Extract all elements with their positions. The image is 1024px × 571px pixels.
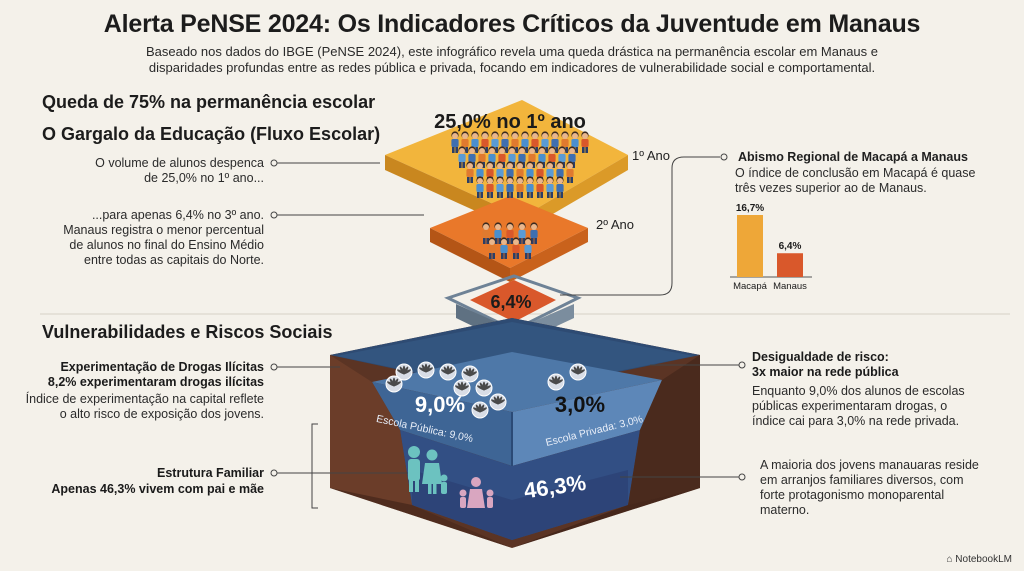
leaf-badge-icon xyxy=(395,363,413,381)
student-icon xyxy=(538,146,546,168)
chart-category-label: Manaus xyxy=(773,281,807,292)
student-icon xyxy=(530,222,538,244)
leaf-badge-icon xyxy=(439,363,457,381)
student-icon xyxy=(506,222,514,244)
family-stat: Apenas 46,3% vivem com pai e mãe xyxy=(51,482,264,496)
brand-logo-icon: ⌂ xyxy=(946,554,956,565)
leaf-badge-icon xyxy=(453,379,471,397)
student-icon xyxy=(494,222,502,244)
students-crowd-second-year xyxy=(482,222,538,259)
brand-label: ⌂ NotebookLM xyxy=(946,554,1012,565)
student-icon xyxy=(476,176,484,198)
student-icon xyxy=(506,176,514,198)
student-icon xyxy=(481,131,489,153)
student-icon xyxy=(566,161,574,183)
student-icon xyxy=(482,222,490,244)
student-icon xyxy=(546,176,554,198)
public-value: 9,0% xyxy=(415,392,465,417)
chart-value-label: 6,4% xyxy=(779,241,802,252)
student-icon xyxy=(571,131,579,153)
layer2-label: 2º Ano xyxy=(596,217,634,232)
regional-title: Abismo Regional de Macapá a Manaus xyxy=(738,150,968,164)
leaf-badge-icon xyxy=(569,363,587,381)
flow-heading-bottleneck: O Gargalo da Educação (Fluxo Escolar) xyxy=(42,124,381,144)
student-icon xyxy=(488,237,496,259)
student-icon xyxy=(512,237,520,259)
student-icon xyxy=(526,176,534,198)
regional-text: O índice de conclusão em Macapá é quase … xyxy=(735,166,976,195)
chart-category-label: Macapá xyxy=(733,281,768,292)
student-icon xyxy=(516,176,524,198)
student-icon xyxy=(451,131,459,153)
chart-bar-macapá xyxy=(737,215,763,277)
student-icon xyxy=(458,146,466,168)
leaf-badge-icon xyxy=(475,379,493,397)
regional-bar-chart: 16,7% Macapá 6,4% Manaus xyxy=(730,203,812,292)
drugs-stat: 8,2% experimentaram drogas ilícitas xyxy=(47,375,264,389)
risk-connectors xyxy=(270,361,746,509)
inequality-title: Desigualdade de risco: xyxy=(752,350,889,364)
flow-note-third-year: ...para apenas 6,4% no 3º ano. Manaus re… xyxy=(63,208,264,267)
drugs-title: Experimentação de Drogas Ilícitas xyxy=(60,360,264,374)
student-icon xyxy=(518,146,526,168)
student-icon xyxy=(524,237,532,259)
inequality-sub: 3x maior na rede pública xyxy=(752,365,899,379)
student-icon xyxy=(581,131,589,153)
layer1-value: 25,0% no 1º ano xyxy=(434,111,586,133)
drug-icons-private xyxy=(547,363,587,391)
drugs-text: Índice de experimentação na capital refl… xyxy=(25,392,264,421)
page-title: Alerta PeNSE 2024: Os Indicadores Crític… xyxy=(103,10,921,38)
drug-icons-public xyxy=(385,361,507,419)
family-figures-icon xyxy=(408,446,494,508)
page-subtitle: Baseado nos dados do IBGE (PeNSE 2024), … xyxy=(145,44,879,75)
student-icon xyxy=(466,161,474,183)
student-icon xyxy=(518,222,526,244)
chart-bar-manaus xyxy=(777,253,803,277)
family-text: A maioria dos jovens manauaras reside em… xyxy=(760,458,979,517)
leaf-badge-icon xyxy=(461,365,479,383)
school-basin xyxy=(330,318,700,548)
chart-value-label: 16,7% xyxy=(736,203,764,214)
family-title: Estrutura Familiar xyxy=(157,466,264,480)
inequality-text: Enquanto 9,0% dos alunos de escolas públ… xyxy=(752,384,965,428)
student-icon xyxy=(496,176,504,198)
student-icon xyxy=(500,237,508,259)
student-icon xyxy=(486,176,494,198)
leaf-badge-icon xyxy=(471,401,489,419)
student-icon xyxy=(536,176,544,198)
student-icon xyxy=(556,176,564,198)
flow-connectors xyxy=(270,153,728,296)
risk-heading: Vulnerabilidades e Riscos Sociais xyxy=(42,322,333,342)
leaf-badge-icon xyxy=(385,375,403,393)
student-icon xyxy=(508,146,516,168)
leaf-badge-icon xyxy=(547,373,565,391)
student-icon xyxy=(521,131,529,153)
layer3-value: 6,4% xyxy=(490,292,531,312)
flow-note-first-year: O volume de alunos despenca de 25,0% no … xyxy=(95,156,264,185)
layer1-label: 1º Ano xyxy=(632,148,670,163)
student-icon xyxy=(501,131,509,153)
flow-heading-drop: Queda de 75% na permanência escolar xyxy=(42,92,376,112)
students-crowd-first-year xyxy=(451,131,589,198)
student-icon xyxy=(528,146,536,168)
leaf-badge-icon xyxy=(489,393,507,411)
leaf-badge-icon xyxy=(417,361,435,379)
private-value: 3,0% xyxy=(555,392,605,417)
